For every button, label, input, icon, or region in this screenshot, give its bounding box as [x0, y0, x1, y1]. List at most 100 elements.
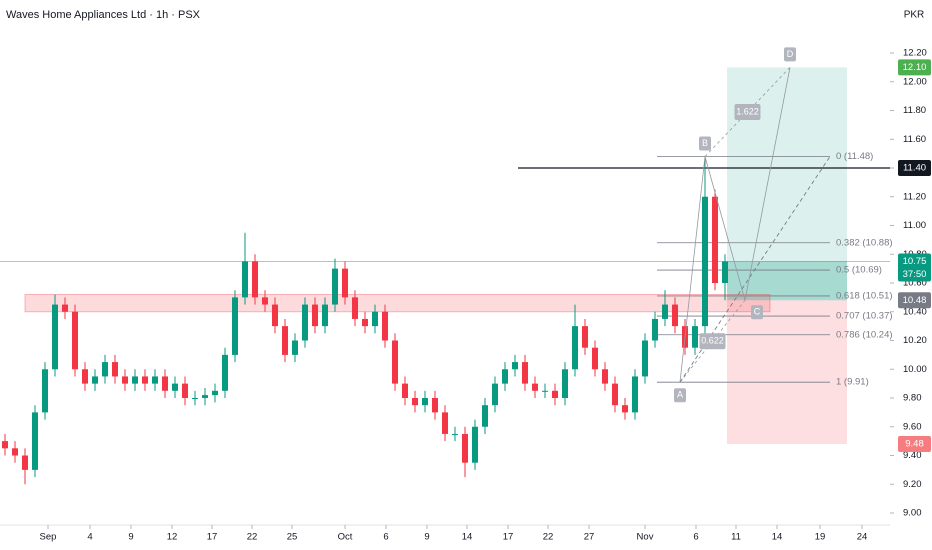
candle-body	[502, 369, 508, 384]
y-tick-label: 9.60	[903, 421, 922, 432]
pattern-point-box	[674, 388, 686, 403]
candle-body	[542, 390, 548, 392]
x-tick-label: 22	[543, 532, 554, 543]
x-tick-label: 9	[424, 532, 429, 543]
y-tick-label: 10.60	[903, 278, 927, 289]
target-tag-bg	[898, 59, 931, 76]
y-tick-label: 9.20	[903, 479, 922, 490]
y-tick-label: 11.00	[903, 220, 926, 231]
candle-body	[692, 326, 698, 348]
candle-body	[222, 354, 228, 391]
candle-body	[612, 383, 618, 406]
candle-body	[492, 383, 498, 406]
candle-body	[322, 304, 328, 327]
stop-tag: 9.48	[905, 439, 924, 450]
ratio-box	[699, 333, 726, 350]
candle-body	[422, 398, 428, 406]
candle-body	[632, 376, 638, 413]
x-tick-label: 14	[462, 532, 473, 543]
candle-body	[142, 376, 148, 384]
y-tick-label: 11.60	[903, 134, 926, 145]
x-tick-label: 14	[772, 532, 783, 543]
last-price-tag: 10.75	[903, 256, 927, 267]
candle-body	[122, 376, 128, 384]
x-tick-label: 12	[167, 532, 178, 543]
y-tick-label: 12.00	[903, 76, 927, 87]
candle-body	[92, 376, 98, 384]
candle-body	[252, 261, 258, 298]
fib-label: 0.382 (10.88)	[836, 237, 893, 248]
candle-body	[112, 362, 118, 377]
y-tick-label: 11.80	[903, 105, 926, 116]
entry-tag: 10.48	[903, 295, 927, 306]
candle-body	[592, 347, 598, 370]
candle-body	[462, 433, 468, 463]
fib-label: 0.786 (10.24)	[836, 329, 893, 340]
candle-body	[452, 433, 458, 435]
candle-body	[382, 311, 388, 341]
pattern-point-label: C	[754, 307, 761, 317]
candle-body	[562, 369, 568, 398]
x-tick-label: 4	[87, 532, 92, 543]
candle-body	[652, 318, 658, 341]
loss-zone	[727, 300, 847, 444]
level-tag: 11.40	[903, 163, 926, 174]
candle-body	[712, 196, 718, 283]
candle-body	[312, 304, 318, 327]
pattern-leg	[704, 156, 746, 301]
candle-body	[662, 304, 668, 319]
pattern-point-box	[699, 136, 711, 151]
candle-body	[172, 383, 178, 391]
pattern-point-box	[784, 47, 796, 62]
candle-body	[532, 383, 538, 391]
x-tick-label: Oct	[338, 532, 353, 543]
candle-body	[62, 304, 68, 312]
candle-body	[102, 362, 108, 377]
candle-body	[42, 369, 48, 413]
candle-body	[522, 362, 528, 384]
candle-body	[722, 261, 728, 283]
ratio-label: 0.622	[701, 336, 724, 346]
candle-body	[202, 395, 208, 398]
x-tick-label: Nov	[637, 532, 654, 543]
candle-body	[192, 398, 198, 399]
candle-body	[372, 311, 378, 327]
candle-body	[82, 369, 88, 384]
candle-body	[582, 326, 588, 348]
stop-tag-bg	[898, 436, 931, 452]
fib-label: 0.618 (10.51)	[836, 290, 893, 301]
candle-body	[282, 326, 288, 355]
candle-body	[292, 340, 298, 355]
y-tick-label: 10.20	[903, 335, 927, 346]
chart-title: Waves Home Appliances Ltd · 1h · PSX	[6, 9, 201, 21]
pattern-leg	[744, 67, 791, 301]
pattern-leg	[679, 156, 706, 383]
x-tick-label: 17	[503, 532, 514, 543]
fib-label: 0.707 (10.37)	[836, 311, 893, 322]
currency: PKR	[904, 10, 925, 21]
candle-body	[552, 390, 558, 398]
candle-body	[402, 383, 408, 398]
candle-body	[52, 304, 58, 370]
x-tick-label: Sep	[40, 532, 57, 543]
candle-body	[472, 426, 478, 463]
countdown: 37:50	[903, 269, 927, 280]
candle-body	[702, 196, 708, 327]
candle-body	[2, 441, 8, 449]
candle-body	[622, 405, 628, 413]
candle-body	[132, 376, 138, 384]
candle-body	[262, 297, 268, 305]
y-tick-label: 10.40	[903, 306, 927, 317]
candle-body	[642, 340, 648, 377]
candle-body	[412, 398, 418, 406]
candle-body	[362, 318, 368, 327]
x-tick-label: 17	[207, 532, 218, 543]
candle-body	[332, 268, 338, 305]
target-tag: 12.10	[903, 62, 927, 73]
candle-body	[572, 326, 578, 370]
candle-body	[272, 304, 278, 327]
candle-body	[342, 268, 348, 298]
candle-body	[442, 412, 448, 434]
pattern-point-label: A	[677, 390, 683, 400]
